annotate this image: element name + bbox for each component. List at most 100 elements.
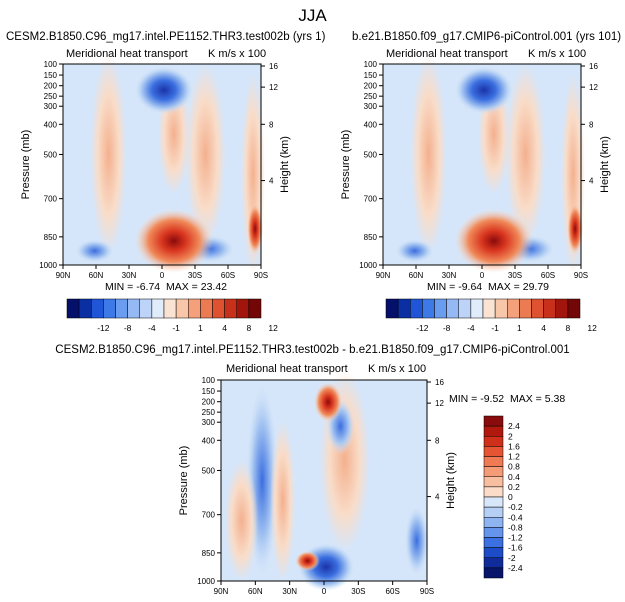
- colorbar-swatch: [483, 425, 504, 437]
- colorbar-swatch: [483, 527, 504, 538]
- colorbar-swatch: [103, 298, 116, 319]
- colorbar-label: -2: [508, 553, 516, 563]
- y-tick-label: 100: [364, 60, 378, 69]
- y-right-tick-label: 8: [435, 436, 440, 445]
- panel3-case-title: CESM2.B1850.C96_mg17.intel.PE1152.THR3.t…: [55, 344, 570, 356]
- colorbar-swatch: [483, 547, 504, 558]
- panel3-stats: MIN = -9.52 MAX = 5.38: [449, 393, 565, 405]
- x-tick-label: 90N: [376, 271, 391, 280]
- y-tick-label: 100: [44, 60, 58, 69]
- colorbar-label: -0.8: [508, 522, 523, 532]
- colorbar-swatch: [470, 298, 484, 319]
- colorbar-label: -0.2: [508, 502, 523, 512]
- colorbar-label: 1.2: [508, 452, 520, 462]
- y-tick-label: 850: [202, 549, 216, 558]
- colorbar-swatch: [458, 298, 472, 319]
- y-tick-label: 1000: [197, 577, 215, 586]
- colorbar-panel2: -12 -8 -4 -1 1 4 8 12: [385, 298, 597, 333]
- colorbar-swatch: [151, 298, 165, 319]
- x-tick-label: 30N: [442, 271, 457, 280]
- colorbar-swatch: [483, 466, 504, 477]
- panel3-max-label: MAX =: [510, 393, 545, 405]
- colorbar-label: -12: [416, 323, 429, 333]
- colorbar-label: 0.8: [508, 462, 520, 472]
- panel1-field: [62, 53, 265, 276]
- y-tick-label: 1000: [39, 261, 57, 270]
- contour-peach-band: [410, 53, 447, 255]
- y-tick-label: 850: [364, 233, 378, 242]
- panel1-stats: MIN = -6.74 MAX = 23.42: [105, 281, 227, 293]
- contour-peach-band: [185, 64, 226, 245]
- colorbar-swatch: [483, 436, 504, 447]
- contour-red-edge: [247, 202, 263, 255]
- x-tick-label: 0: [322, 587, 327, 596]
- colorbar-swatch: [531, 298, 544, 319]
- colorbar-swatch: [66, 298, 80, 319]
- panel3-left-title: Meridional heat transport: [226, 363, 348, 375]
- x-tick-label: 0: [480, 271, 485, 280]
- y-right-tick-label: 16: [269, 62, 278, 71]
- y-tick-label: 400: [364, 120, 378, 129]
- colorbar-swatch: [483, 537, 504, 548]
- colorbar-label: -0.4: [508, 512, 523, 522]
- y-right-tick-label: 12: [435, 399, 444, 408]
- colorbar-label: 8: [566, 323, 571, 333]
- y-tick-label: 500: [202, 466, 216, 475]
- x-tick-label: 60S: [221, 271, 235, 280]
- y-axis-label: Pressure (mb): [340, 130, 352, 200]
- colorbar-label: -1.2: [508, 533, 523, 543]
- x-tick-label: 90N: [56, 271, 71, 280]
- y-tick-label: 400: [44, 120, 58, 129]
- y-tick-label: 850: [44, 233, 58, 242]
- colorbar-swatch: [483, 517, 504, 528]
- y-right-tick-label: 8: [269, 120, 274, 129]
- panel3-max-value: 5.38: [544, 393, 566, 405]
- colorbar-swatch: [422, 298, 435, 319]
- colorbar-swatch: [248, 298, 262, 319]
- panel2-min-label: MIN =: [427, 281, 459, 293]
- panel1-max-label: MAX =: [166, 281, 201, 293]
- colorbar-swatch: [567, 298, 581, 319]
- y-tick-label: 400: [202, 436, 216, 445]
- colorbar-swatch: [555, 298, 569, 319]
- y-tick-label: 250: [44, 92, 58, 101]
- contour-peach-band: [505, 64, 546, 245]
- y-right-axis-label: Height (km): [279, 136, 291, 193]
- colorbar-swatch: [483, 557, 504, 569]
- colorbar-label: 1: [517, 323, 522, 333]
- colorbar-swatch: [91, 298, 104, 319]
- y-axis-label: Pressure (mb): [178, 446, 190, 516]
- x-tick-label: 0: [160, 271, 165, 280]
- y-right-tick-label: 16: [589, 62, 598, 71]
- contour-blue-core: [454, 66, 514, 115]
- colorbar-label: -1: [491, 323, 499, 333]
- colorbar-swatch: [127, 298, 140, 319]
- colorbar-swatch: [224, 298, 237, 319]
- contour-blue-edge: [404, 504, 430, 577]
- colorbar-swatch: [175, 298, 189, 319]
- y-right-tick-label: 4: [435, 493, 440, 502]
- colorbar-swatch: [494, 298, 508, 319]
- colorbar-label: 8: [247, 323, 252, 333]
- y-axis-label: Pressure (mb): [20, 130, 32, 200]
- x-tick-label: 30S: [508, 271, 522, 280]
- x-tick-label: 90S: [254, 271, 268, 280]
- x-tick-label: 60N: [409, 271, 424, 280]
- contour-blue-core: [134, 66, 194, 115]
- panel1-case-title: CESM2.B1850.C96_mg17.intel.PE1152.THR3.t…: [6, 31, 326, 43]
- x-tick-label: 30N: [122, 271, 137, 280]
- panel3-min-value: -9.52: [480, 393, 505, 405]
- colorbar-swatch: [483, 567, 504, 579]
- colorbar-swatch: [139, 298, 153, 319]
- colorbar-panel3: 2.421.61.20.80.40.20-0.2-0.4-0.8-1.2-1.6…: [483, 415, 523, 579]
- y-tick-label: 500: [364, 150, 378, 159]
- y-tick-label: 500: [44, 150, 58, 159]
- colorbar-label: -12: [97, 323, 110, 333]
- colorbar-swatch: [385, 298, 399, 319]
- y-tick-label: 200: [364, 82, 378, 91]
- x-tick-label: 60S: [541, 271, 555, 280]
- x-tick-label: 30S: [351, 587, 365, 596]
- x-tick-label: 30S: [188, 271, 202, 280]
- colorbar-swatch: [446, 298, 459, 319]
